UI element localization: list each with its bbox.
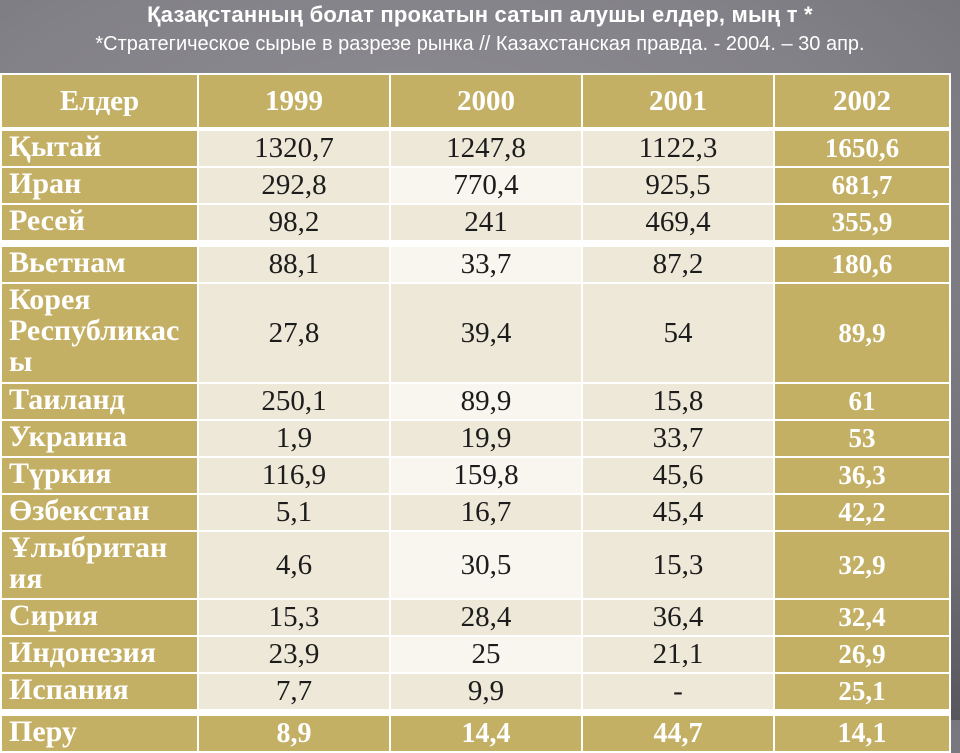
column-header-countries: Елдер [0, 73, 199, 131]
column-header-2001: 2001 [581, 73, 775, 131]
column-header-2002: 2002 [773, 73, 951, 131]
value-cell: 39,4 [389, 282, 583, 384]
value-cell: 292,8 [197, 166, 391, 205]
value-cell: 16,7 [389, 493, 583, 532]
column-header-1999: 1999 [197, 73, 391, 131]
value-cell: 28,4 [389, 598, 583, 637]
value-cell: 1247,8 [389, 128, 583, 168]
value-cell: 30,5 [389, 530, 583, 600]
slide-title-block: Қазақстанның болат прокатын сатып алушы … [0, 0, 960, 73]
country-cell: Қытай [0, 128, 199, 168]
value-cell: 19,9 [389, 419, 583, 458]
table-row-total: Перу 8,9 14,4 44,7 14,1 [0, 709, 951, 753]
country-cell: Иран [0, 166, 199, 205]
country-cell: Ресей [0, 203, 199, 245]
value-cell: 159,8 [389, 456, 583, 495]
table-row: Сирия 15,3 28,4 36,4 32,4 [0, 598, 951, 637]
value-cell: 15,3 [581, 530, 775, 600]
value-cell: 44,7 [581, 709, 775, 753]
value-cell: 770,4 [389, 166, 583, 205]
table-row: Таиланд 250,1 89,9 15,8 61 [0, 382, 951, 421]
value-cell: 180,6 [773, 240, 951, 284]
country-cell: Ұлыбритания [0, 530, 199, 600]
value-cell: 33,7 [581, 419, 775, 458]
table-header-row: Елдер 1999 2000 2001 2002 [0, 73, 951, 131]
value-cell: 469,4 [581, 203, 775, 245]
value-cell: 241 [389, 203, 583, 245]
value-cell: 14,4 [389, 709, 583, 753]
value-cell: 45,6 [581, 456, 775, 495]
value-cell: 21,1 [581, 635, 775, 674]
value-cell: 26,9 [773, 635, 951, 674]
value-cell: 14,1 [773, 709, 951, 753]
value-cell: 15,8 [581, 382, 775, 421]
country-cell: Перу [0, 709, 199, 753]
value-cell: 88,1 [197, 240, 391, 284]
table-row: Ұлыбритания 4,6 30,5 15,3 32,9 [0, 530, 951, 600]
value-cell: 1320,7 [197, 128, 391, 168]
country-cell: Индонезия [0, 635, 199, 674]
value-cell: 89,9 [389, 382, 583, 421]
slide-subtitle: *Стратегическое сырые в разрезе рынка //… [95, 33, 865, 55]
value-cell: 925,5 [581, 166, 775, 205]
value-cell: 25,1 [773, 672, 951, 714]
country-cell: Вьетнам [0, 240, 199, 284]
table-row: Индонезия 23,9 25 21,1 26,9 [0, 635, 951, 674]
value-cell: 8,9 [197, 709, 391, 753]
table-row: Түркия 116,9 159,8 45,6 36,3 [0, 456, 951, 495]
steel-buyers-table: Елдер 1999 2000 2001 2002 Қытай 1320,7 1… [0, 73, 951, 753]
value-cell: 42,2 [773, 493, 951, 532]
value-cell: 61 [773, 382, 951, 421]
value-cell: 681,7 [773, 166, 951, 205]
table-row: Испания 7,7 9,9 - 25,1 [0, 672, 951, 714]
value-cell: 23,9 [197, 635, 391, 674]
value-cell: 98,2 [197, 203, 391, 245]
country-cell: Украина [0, 419, 199, 458]
value-cell: 25 [389, 635, 583, 674]
value-cell: 5,1 [197, 493, 391, 532]
value-cell: 32,9 [773, 530, 951, 600]
value-cell: 36,4 [581, 598, 775, 637]
value-cell: 1,9 [197, 419, 391, 458]
slide-title: Қазақстанның болат прокатын сатып алушы … [147, 2, 813, 27]
table-row: Иран 292,8 770,4 925,5 681,7 [0, 166, 951, 205]
country-cell: Өзбекстан [0, 493, 199, 532]
value-cell: 1122,3 [581, 128, 775, 168]
value-cell: 45,4 [581, 493, 775, 532]
value-cell: 7,7 [197, 672, 391, 714]
value-cell: 87,2 [581, 240, 775, 284]
value-cell: 33,7 [389, 240, 583, 284]
table-row: Украина 1,9 19,9 33,7 53 [0, 419, 951, 458]
value-cell: 32,4 [773, 598, 951, 637]
value-cell: 53 [773, 419, 951, 458]
value-cell: 4,6 [197, 530, 391, 600]
value-cell: 89,9 [773, 282, 951, 384]
country-cell: Түркия [0, 456, 199, 495]
table-row: Қытай 1320,7 1247,8 1122,3 1650,6 [0, 128, 951, 168]
country-cell: Корея Республикасы [0, 282, 199, 384]
table-row: Ресей 98,2 241 469,4 355,9 [0, 203, 951, 245]
value-cell: 9,9 [389, 672, 583, 714]
value-cell: 1650,6 [773, 128, 951, 168]
value-cell: 54 [581, 282, 775, 384]
country-cell: Сирия [0, 598, 199, 637]
country-cell: Таиланд [0, 382, 199, 421]
column-header-2000: 2000 [389, 73, 583, 131]
value-cell: 116,9 [197, 456, 391, 495]
table-row: Өзбекстан 5,1 16,7 45,4 42,2 [0, 493, 951, 532]
value-cell: 15,3 [197, 598, 391, 637]
table-row: Корея Республикасы 27,8 39,4 54 89,9 [0, 282, 951, 384]
country-cell: Испания [0, 672, 199, 714]
value-cell: 27,8 [197, 282, 391, 384]
value-cell: - [581, 672, 775, 714]
value-cell: 355,9 [773, 203, 951, 245]
value-cell: 250,1 [197, 382, 391, 421]
value-cell: 36,3 [773, 456, 951, 495]
table-row: Вьетнам 88,1 33,7 87,2 180,6 [0, 240, 951, 284]
